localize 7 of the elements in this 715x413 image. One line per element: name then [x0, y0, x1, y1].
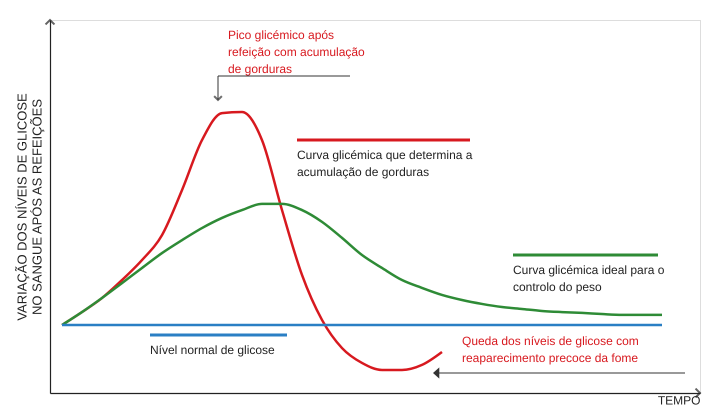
series-label: Curva glicémica que determina a acumulação de gorduras	[297, 148, 473, 179]
y-axis-title: VARIAÇÃO DOS NÍVEIS DE GLICOSE NO SANGUE APÓS AS REFEIÇÕES	[14, 93, 44, 321]
series-label: Nível normal de glicose	[150, 343, 276, 357]
x-axis-title: TEMPO	[658, 394, 700, 408]
text: Pico glicémico após refeição com acumulação de gorduras	[228, 28, 366, 76]
series-label: Curva glicémica ideal para o controlo do peso	[513, 263, 665, 294]
annotation: Queda dos níveis de glicose com reaparecimento precoce da fome	[462, 334, 639, 365]
